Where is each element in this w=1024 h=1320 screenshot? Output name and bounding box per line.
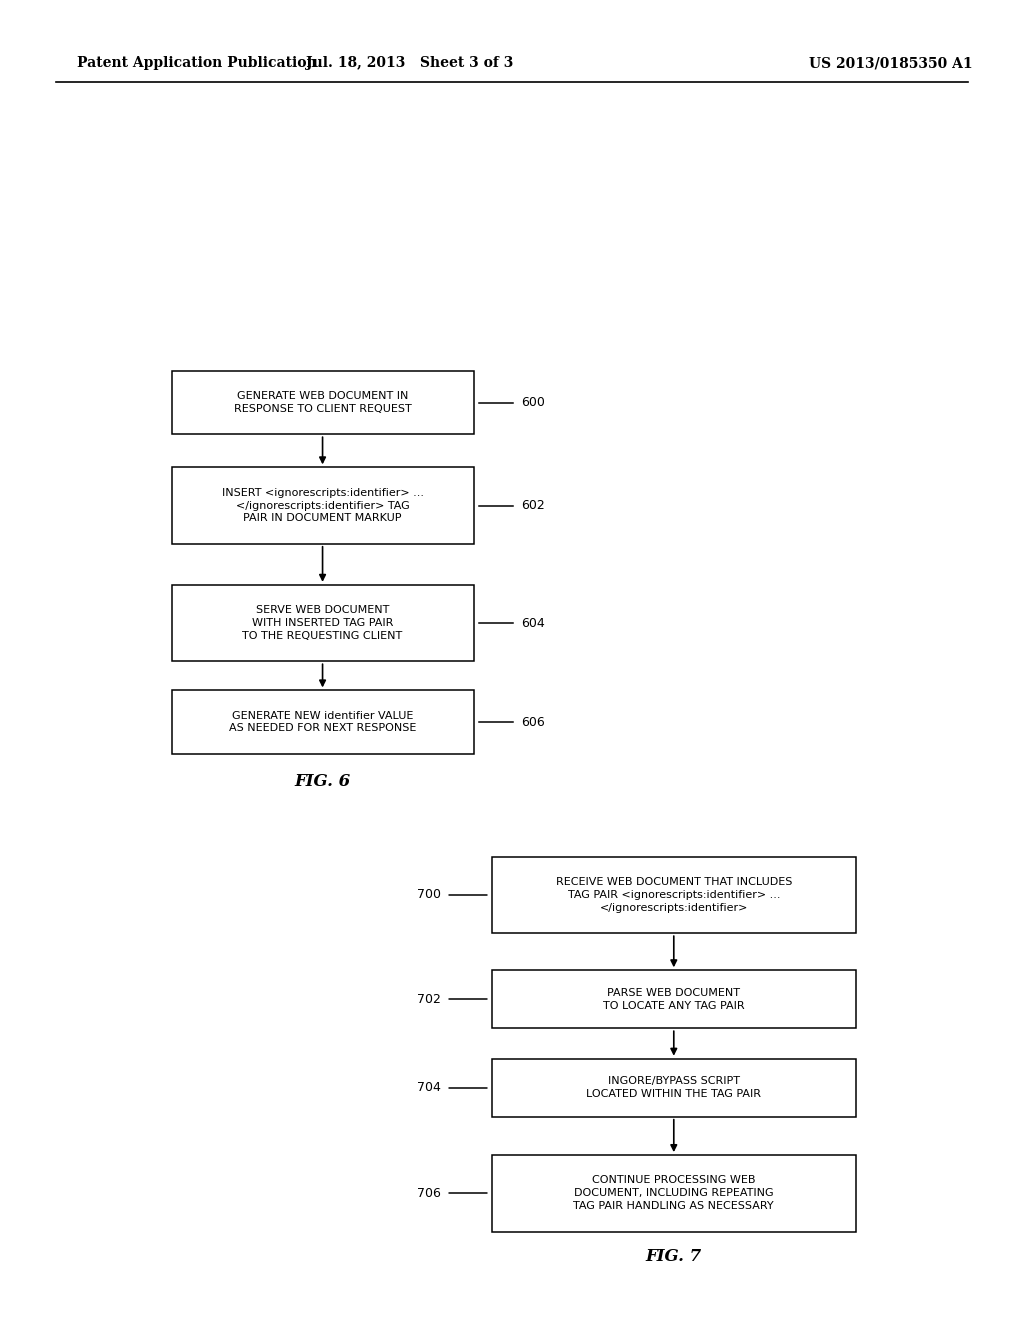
Bar — [493, 857, 856, 933]
Text: Jul. 18, 2013   Sheet 3 of 3: Jul. 18, 2013 Sheet 3 of 3 — [306, 57, 513, 70]
Bar — [172, 690, 473, 754]
Text: 600: 600 — [521, 396, 545, 409]
Text: INGORE/BYPASS SCRIPT
LOCATED WITHIN THE TAG PAIR: INGORE/BYPASS SCRIPT LOCATED WITHIN THE … — [587, 1076, 761, 1100]
Text: 604: 604 — [521, 616, 545, 630]
Text: PARSE WEB DOCUMENT
TO LOCATE ANY TAG PAIR: PARSE WEB DOCUMENT TO LOCATE ANY TAG PAI… — [603, 987, 744, 1011]
Text: 706: 706 — [417, 1187, 441, 1200]
Text: 606: 606 — [521, 715, 545, 729]
Text: RECEIVE WEB DOCUMENT THAT INCLUDES
TAG PAIR <ignorescripts:identifier> ...
</ign: RECEIVE WEB DOCUMENT THAT INCLUDES TAG P… — [556, 878, 792, 912]
Text: FIG. 6: FIG. 6 — [295, 774, 350, 789]
Text: 602: 602 — [521, 499, 545, 512]
Text: FIG. 7: FIG. 7 — [646, 1249, 701, 1265]
Bar — [172, 467, 473, 544]
Text: GENERATE WEB DOCUMENT IN
RESPONSE TO CLIENT REQUEST: GENERATE WEB DOCUMENT IN RESPONSE TO CLI… — [233, 391, 412, 414]
Bar — [172, 585, 473, 661]
Bar — [172, 371, 473, 434]
Bar — [493, 1155, 856, 1232]
Text: CONTINUE PROCESSING WEB
DOCUMENT, INCLUDING REPEATING
TAG PAIR HANDLING AS NECES: CONTINUE PROCESSING WEB DOCUMENT, INCLUD… — [573, 1176, 774, 1210]
Text: US 2013/0185350 A1: US 2013/0185350 A1 — [809, 57, 973, 70]
Text: 704: 704 — [417, 1081, 441, 1094]
Text: 700: 700 — [417, 888, 441, 902]
Text: 702: 702 — [417, 993, 441, 1006]
Text: SERVE WEB DOCUMENT
WITH INSERTED TAG PAIR
TO THE REQUESTING CLIENT: SERVE WEB DOCUMENT WITH INSERTED TAG PAI… — [243, 606, 402, 640]
Bar — [493, 970, 856, 1028]
Bar — [493, 1059, 856, 1117]
Text: GENERATE NEW identifier VALUE
AS NEEDED FOR NEXT RESPONSE: GENERATE NEW identifier VALUE AS NEEDED … — [229, 710, 416, 734]
Text: Patent Application Publication: Patent Application Publication — [77, 57, 316, 70]
Text: INSERT <ignorescripts:identifier> ...
</ignorescripts:identifier> TAG
PAIR IN DO: INSERT <ignorescripts:identifier> ... </… — [221, 488, 424, 523]
